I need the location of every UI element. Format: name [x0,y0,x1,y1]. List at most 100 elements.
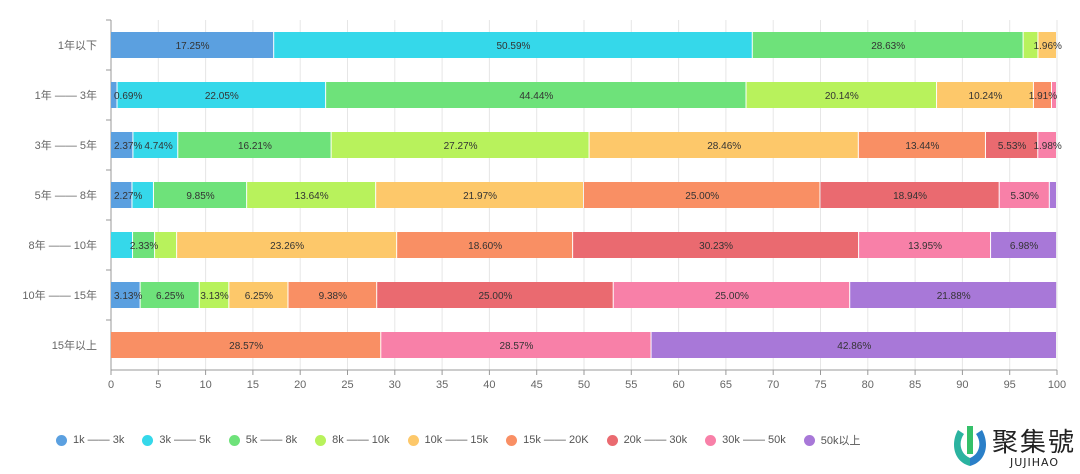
watermark-logo: 聚集號 JUJIHAO [950,420,1080,474]
legend-dot-icon [705,434,717,446]
bar-segment [178,132,331,158]
bar-segment [1033,82,1051,108]
data-label: 17.25% [176,41,210,52]
legend-dot-icon [803,434,815,446]
x-tick-label: 40 [483,379,495,391]
x-tick-label: 20 [294,379,306,391]
legend-item[interactable]: 10k —— 15k [407,432,488,448]
data-label: 6.25% [245,291,273,302]
bar-segment [229,282,288,308]
bar-segment [288,282,377,308]
data-label: 1.91% [1029,91,1057,102]
x-tick-label: 15 [247,379,259,391]
x-tick-label: 70 [767,379,779,391]
bar-segment [247,182,376,208]
data-label: 18.94% [893,191,927,202]
data-label: 10.24% [969,91,1003,102]
y-category-label: 15年以上 [52,338,97,352]
data-label: 6.98% [1010,241,1038,252]
bar-segment [326,82,746,108]
bar-segment [133,132,178,158]
legend-dot-icon [56,434,67,446]
data-label: 2.33% [130,241,158,252]
x-tick-label: 45 [531,379,543,391]
y-category-label: 5年 —— 8年 [35,188,97,202]
bar-segment [274,32,752,58]
bar-segment [991,232,1057,258]
data-label: 23.26% [270,241,304,252]
bar-segment [985,132,1038,158]
bar-segment [132,182,153,208]
legend-item[interactable]: 1k —— 3k [56,432,124,448]
data-label: 13.44% [905,141,939,152]
data-label: 9.85% [186,191,214,202]
data-label: 21.88% [937,291,971,302]
bar-segment [111,82,117,108]
data-label: 27.27% [444,141,478,152]
data-label: 13.64% [295,191,329,202]
bar-segment [140,282,199,308]
bar-segment [858,132,985,158]
stacked-bar-chart: 0 5 10 15 20 25 30 35 40 45 50 55 60 65 70 75 80 85 90 95 10… [22,19,1066,391]
bar-segment [397,232,573,258]
legend-item[interactable]: 8k —— 10k [315,432,390,448]
data-label: 5.30% [1011,191,1039,202]
legend-item[interactable]: 20k —— 30k [606,432,687,448]
bar-segment [111,32,274,58]
data-label: 6.25% [156,291,184,302]
legend-dot-icon [606,434,618,446]
data-label: 44.44% [519,91,553,102]
data-label: 30.23% [699,241,733,252]
y-category-label: 1年以下 [58,38,97,52]
bar-segment [331,132,589,158]
legend-dot-icon [142,434,154,446]
data-label: 3.13% [114,291,142,302]
legend-item[interactable]: 5k —— 8k [228,432,297,448]
bar-segment [153,182,247,208]
legend-item[interactable]: 3k —— 5k [142,432,211,448]
data-label: 28.63% [871,41,905,52]
bar-segment [573,232,859,258]
bar-segment [999,182,1049,208]
y-category-label: 8年 —— 10年 [29,238,97,252]
data-label: 50.59% [497,41,531,52]
data-label: 18.60% [468,241,502,252]
bar-segment [111,282,140,308]
legend-item[interactable]: 15k —— 20K [506,432,589,448]
x-tick-label: 90 [956,379,968,391]
y-category-label: 10年 —— 15年 [22,288,97,302]
legend-dot-icon [315,434,327,446]
legend-label: 15k —— 20K [523,434,589,446]
data-label: 25.00% [685,191,719,202]
bar-segment [820,182,999,208]
bar-segment [937,82,1033,108]
y-category-label: 3年 —— 5年 [35,138,97,152]
bar-segment [133,232,155,258]
logo-text-cn: 聚集號 [992,428,1077,458]
logo-text-en: JUJIHAO [1010,456,1060,469]
x-tick-label: 55 [625,379,637,391]
x-tick-label: 95 [1004,379,1016,391]
x-tick-label: 85 [909,379,921,391]
logo-icon [954,426,986,466]
y-category-label: 1年 —— 3年 [35,88,97,102]
bar-segment [111,132,133,158]
data-label: 22.05% [205,91,239,102]
x-tick-label: 80 [862,379,874,391]
legend-item[interactable]: 50k以上 [803,432,861,448]
bar-segment [1023,32,1038,58]
bar-segment [850,282,1057,308]
x-tick-label: 60 [672,379,684,391]
legend-item[interactable]: 30k —— 50k [705,432,786,448]
x-tick-label: 10 [199,379,211,391]
bar-segment [377,282,613,308]
data-label: 2.27% [114,191,142,202]
data-label: 9.38% [319,291,347,302]
data-label: 25.00% [715,291,749,302]
bar-segment [746,82,937,108]
x-tick-label: 75 [814,379,826,391]
data-label: 5.53% [998,141,1026,152]
legend-label: 50k以上 [820,435,861,447]
bar-segment [584,182,820,208]
